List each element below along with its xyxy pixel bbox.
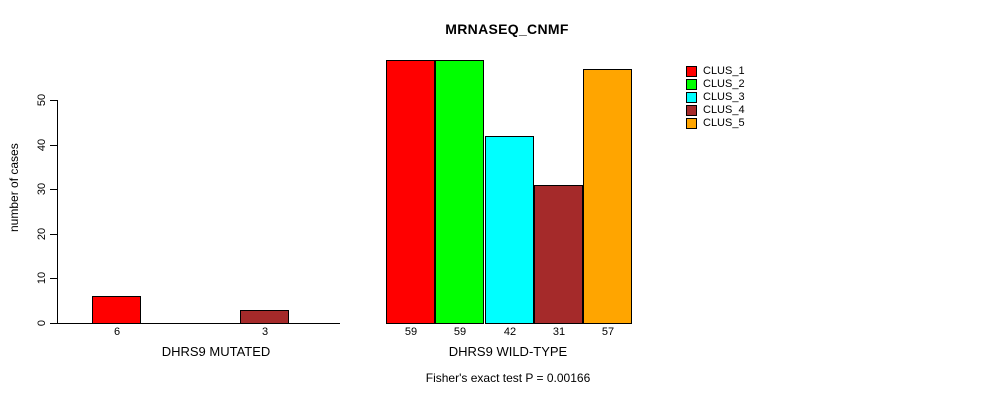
y-tick-label: 20 <box>36 227 48 241</box>
legend-label: CLUS_1 <box>703 65 745 77</box>
bar-clus_4 <box>534 185 583 324</box>
bar-value-label: 59 <box>453 326 467 338</box>
y-tick-label: 40 <box>36 138 48 152</box>
clus_4-swatch <box>686 105 697 116</box>
clus_5-swatch <box>686 118 697 129</box>
y-axis-label: number of cases <box>7 143 21 232</box>
y-tick-mark <box>50 189 57 190</box>
y-tick-mark <box>50 278 57 279</box>
y-tick-mark <box>50 145 57 146</box>
clus_3-swatch <box>686 92 697 103</box>
y-tick-label: 30 <box>36 182 48 196</box>
fisher-test-annotation: Fisher's exact test P = 0.00166 <box>425 371 591 385</box>
legend-item-clus_2: CLUS_2 <box>686 78 745 91</box>
bar-clus_2 <box>435 60 484 324</box>
bar-clus_5 <box>583 69 632 324</box>
clus_1-swatch <box>686 66 697 77</box>
bar-value-label: 57 <box>601 326 615 338</box>
legend-label: CLUS_4 <box>703 104 745 116</box>
bar-clus_3 <box>485 136 534 324</box>
bar-value-label: 31 <box>552 326 566 338</box>
bar-value-label: 3 <box>261 326 269 338</box>
bar-clus_1 <box>386 60 435 324</box>
x-axis-mutated-baseline <box>57 323 340 324</box>
clus_2-swatch <box>686 79 697 90</box>
y-tick-mark <box>50 100 57 101</box>
legend-item-clus_3: CLUS_3 <box>686 91 745 104</box>
group-label-mutated: DHRS9 MUTATED <box>161 344 271 359</box>
y-tick-label: 10 <box>36 271 48 285</box>
legend-label: CLUS_3 <box>703 91 745 103</box>
group-label-wildtype: DHRS9 WILD-TYPE <box>448 344 568 359</box>
y-tick-mark <box>50 234 57 235</box>
legend-item-clus_1: CLUS_1 <box>686 65 745 78</box>
bar-clus_1 <box>92 296 141 324</box>
bar-value-label: 42 <box>503 326 517 338</box>
bar-value-label: 59 <box>404 326 418 338</box>
y-tick-label: 0 <box>36 319 48 327</box>
y-tick-label: 50 <box>36 93 48 107</box>
legend-label: CLUS_5 <box>703 117 745 129</box>
legend-label: CLUS_2 <box>703 78 745 90</box>
bar-clus_4 <box>240 310 289 324</box>
legend-item-clus_4: CLUS_4 <box>686 104 745 117</box>
y-axis <box>57 100 58 324</box>
chart-title: MRNASEQ_CNMF <box>445 21 569 37</box>
y-tick-mark <box>50 323 57 324</box>
legend-item-clus_5: CLUS_5 <box>686 117 745 130</box>
bar-value-label: 6 <box>113 326 121 338</box>
